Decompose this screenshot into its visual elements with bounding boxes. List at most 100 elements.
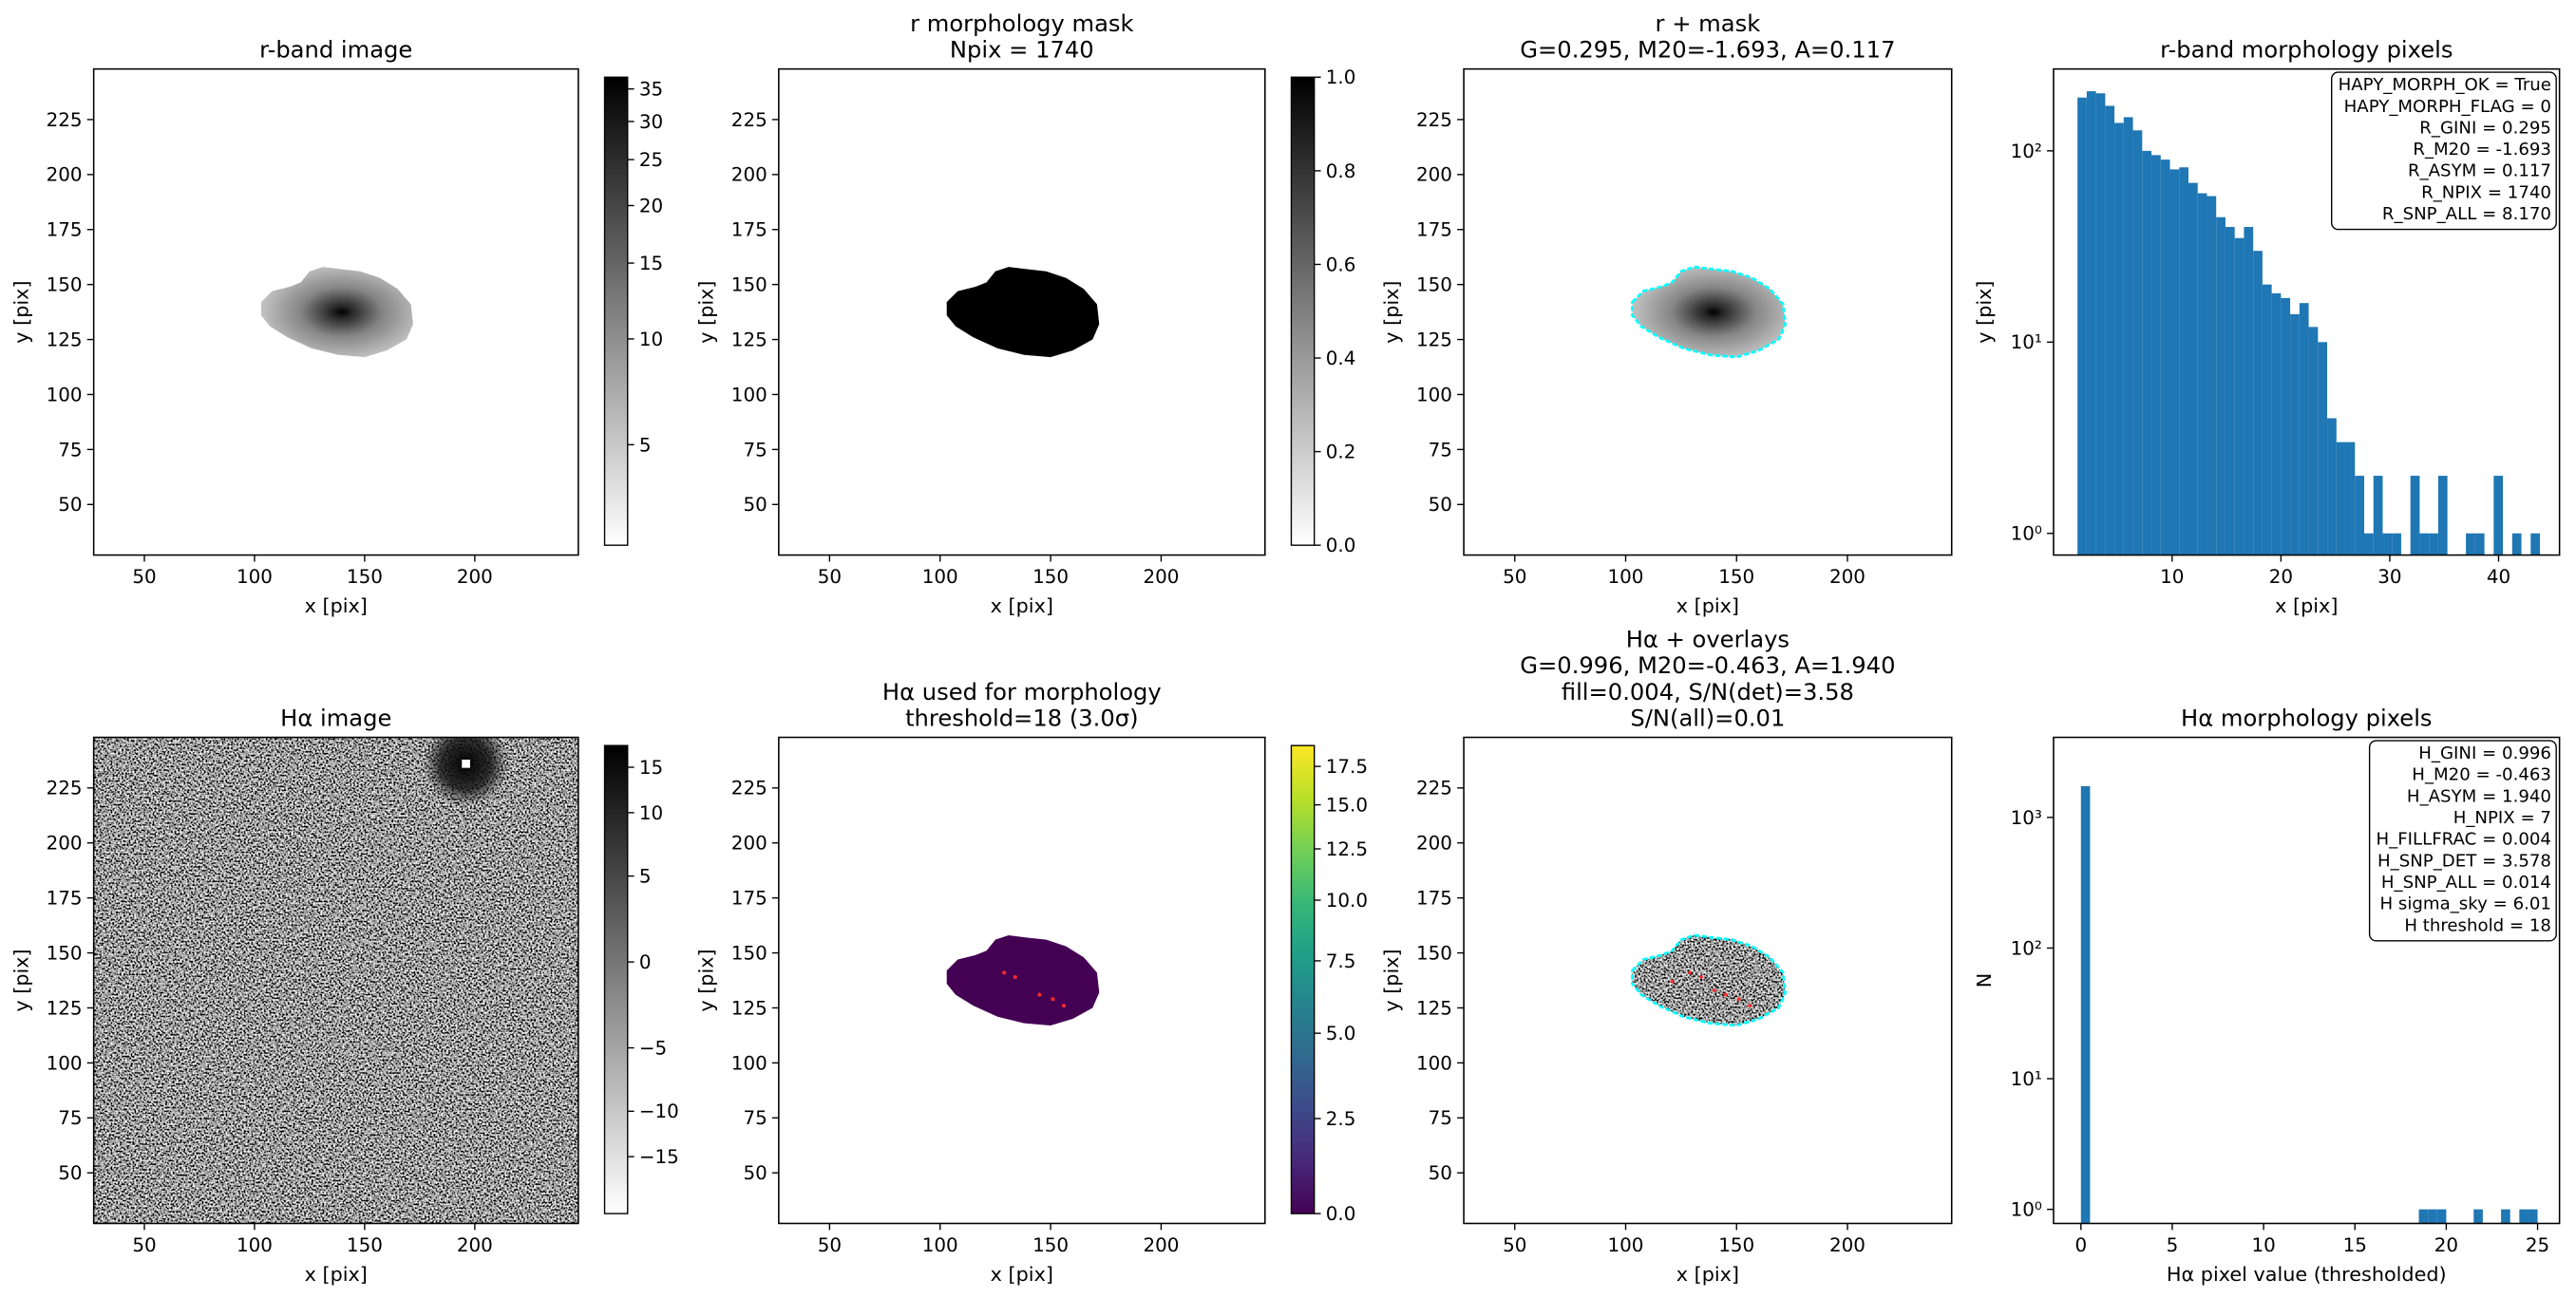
- bar: [2188, 182, 2198, 555]
- bar: [2474, 533, 2485, 555]
- bar: [2225, 227, 2235, 555]
- y-tick-label: 200: [47, 164, 83, 186]
- panel-title: threshold=18 (3.0σ): [905, 705, 1138, 731]
- y-tick-label: 100: [1416, 384, 1452, 405]
- bar: [2197, 193, 2207, 555]
- x-tick-label: 50: [132, 566, 156, 588]
- y-tick-label: 10¹: [2011, 331, 2042, 353]
- panel-title: r + mask: [1656, 10, 1761, 37]
- y-tick-label: 175: [731, 219, 767, 241]
- y-axis-label: y [pix]: [1973, 280, 1996, 343]
- y-tick-label: 75: [58, 1107, 82, 1129]
- bar: [2080, 786, 2091, 1224]
- bar: [2216, 216, 2226, 555]
- annotation-frame: [2331, 71, 2557, 231]
- mask-image: [946, 935, 1100, 1026]
- x-tick-label: 50: [1503, 1234, 1526, 1256]
- colorbar: [1290, 76, 1316, 546]
- x-axis-label: x [pix]: [305, 594, 368, 617]
- x-tick-label: 100: [237, 1234, 273, 1256]
- bar: [2308, 327, 2319, 555]
- detected-pixel: [1712, 988, 1716, 992]
- colorbar-tick-label: 1.0: [1326, 66, 1356, 88]
- colorbar-tick-label: 30: [639, 111, 663, 133]
- detected-pixel: [1013, 974, 1017, 980]
- bar: [2086, 91, 2096, 555]
- mask-outline: [1631, 933, 1788, 1027]
- panel-title: S/N(all)=0.01: [1630, 705, 1785, 731]
- colorbar-tick-label: 20: [639, 195, 663, 216]
- x-tick-label: 10: [2251, 1234, 2275, 1256]
- y-tick-label: 50: [743, 1162, 767, 1184]
- y-tick-label: 175: [47, 888, 83, 910]
- x-tick-label: 200: [1829, 566, 1866, 588]
- y-tick-label: 100: [731, 384, 767, 405]
- plot-area: [946, 935, 1100, 1026]
- y-tick-label: 125: [47, 329, 83, 350]
- bar: [2473, 1209, 2483, 1224]
- y-tick-label: 200: [1416, 164, 1452, 186]
- y-tick-label: 125: [731, 329, 767, 350]
- colorbar: [1290, 744, 1316, 1214]
- colorbar-tick-label: 35: [639, 79, 663, 101]
- colorbar-tick-label: 10.0: [1326, 890, 1368, 912]
- y-tick-label: 200: [731, 164, 767, 186]
- y-tick-label: 10²: [2011, 141, 2042, 162]
- panel-title: G=0.295, M20=-1.693, A=0.117: [1520, 37, 1895, 64]
- panel: 0 5 10 15 20 25 10⁰ 10¹ 10² 10³ Hα pixel value (th…: [1973, 705, 2561, 1286]
- annotation-line: R_M20 = -1.693: [2413, 140, 2551, 160]
- colorbar-tick-label: −5: [639, 1037, 667, 1059]
- y-tick-label: 50: [58, 494, 82, 516]
- annotation-line: H_SNP_ALL = 0.014: [2381, 873, 2551, 893]
- bar: [2530, 533, 2541, 555]
- annotation-line: H_FILLFRAC = 0.004: [2377, 830, 2551, 850]
- colorbar-tick-label: 2.5: [1326, 1108, 1356, 1130]
- axes-frame: [92, 736, 579, 1225]
- x-tick-label: 20: [2269, 566, 2293, 588]
- y-tick-label: 100: [1416, 1052, 1452, 1074]
- panel-title: Hα + overlays: [1626, 626, 1790, 652]
- annotation-line: R_GINI = 0.295: [2419, 118, 2551, 138]
- y-tick-label: 150: [47, 942, 83, 964]
- x-tick-label: 200: [1829, 1234, 1866, 1256]
- bar: [2169, 169, 2180, 555]
- bar: [2345, 442, 2356, 555]
- y-tick-label: 125: [731, 997, 767, 1019]
- bar: [2105, 105, 2115, 555]
- y-axis-label: y [pix]: [9, 280, 32, 343]
- detected-pixel: [1051, 997, 1055, 1002]
- x-tick-label: 50: [132, 1234, 156, 1256]
- colorbar-tick-label: 0.0: [1326, 535, 1356, 556]
- bar: [2336, 442, 2346, 555]
- y-tick-label: 10⁰: [2011, 1199, 2042, 1221]
- x-tick-label: 10: [2160, 566, 2184, 588]
- plot-area: [2080, 786, 2538, 1224]
- x-axis-label: x [pix]: [991, 1263, 1053, 1286]
- bar: [2392, 533, 2401, 555]
- bar: [2290, 313, 2300, 555]
- detected-pixel: [1670, 979, 1675, 984]
- y-tick-label: 50: [1429, 494, 1452, 516]
- detected-pixel: [1688, 970, 1693, 975]
- axes-frame: [2053, 67, 2561, 556]
- panel: 50 100 150 200 50 75 100 125 150 175 200 225 x [pix]…: [1380, 626, 1953, 1286]
- bar: [2428, 1209, 2437, 1224]
- y-tick-label: 75: [743, 1107, 767, 1129]
- y-axis-label: y [pix]: [695, 949, 718, 1011]
- bar: [2429, 533, 2438, 555]
- x-tick-label: 0: [2074, 1234, 2087, 1256]
- plot-area: [260, 267, 413, 358]
- bar: [2437, 476, 2448, 555]
- y-tick-label: 10²: [2011, 937, 2042, 959]
- panel-title: Hα morphology pixels: [2181, 705, 2433, 731]
- axes-frame: [2053, 736, 2561, 1225]
- y-tick-label: 200: [47, 833, 83, 855]
- bar: [2160, 160, 2170, 555]
- plot-area: [1631, 265, 1788, 359]
- colorbar-tick-label: 25: [639, 149, 663, 171]
- bar: [2373, 476, 2383, 555]
- bar: [2123, 117, 2133, 555]
- colorbar-tick-label: 15.0: [1326, 795, 1368, 817]
